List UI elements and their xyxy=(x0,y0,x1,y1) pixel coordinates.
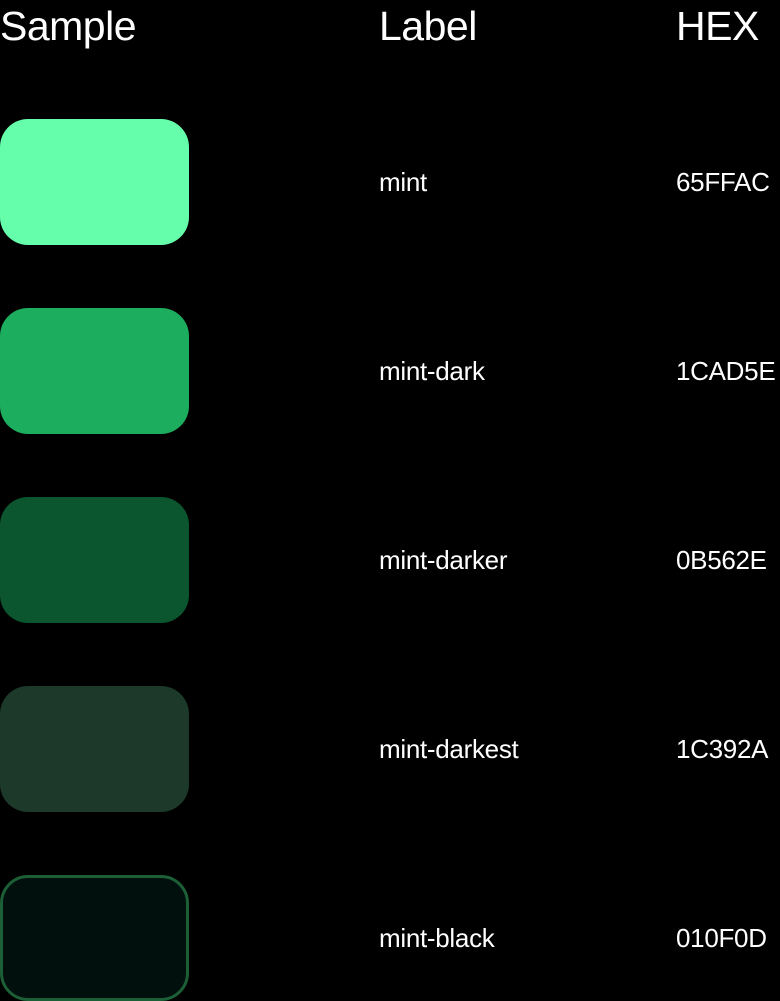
color-hex: 010F0D xyxy=(676,923,767,953)
table-header: Sample Label HEX xyxy=(0,0,780,60)
color-swatch xyxy=(0,875,189,1001)
color-swatch xyxy=(0,119,189,245)
table-row: mint-darkest 1C392A xyxy=(0,686,780,812)
color-hex: 1C392A xyxy=(676,734,769,764)
color-swatch xyxy=(0,686,189,812)
color-hex: 1CAD5E xyxy=(676,356,776,386)
table-row: mint-black 010F0D xyxy=(0,875,780,1001)
color-swatch xyxy=(0,497,189,623)
color-hex: 65FFAC xyxy=(676,167,770,197)
color-label: mint-dark xyxy=(379,356,485,386)
color-label: mint-darkest xyxy=(379,734,519,764)
table-row: mint-darker 0B562E xyxy=(0,497,780,623)
color-label: mint-black xyxy=(379,923,495,953)
sample-column-header: Sample xyxy=(0,3,137,49)
table-row: mint-dark 1CAD5E xyxy=(0,308,780,434)
color-label: mint-darker xyxy=(379,545,508,575)
color-swatch xyxy=(0,308,189,434)
color-label: mint xyxy=(379,167,427,197)
label-column-header: Label xyxy=(379,3,477,49)
table-row: mint 65FFAC xyxy=(0,119,780,245)
color-hex: 0B562E xyxy=(676,545,767,575)
hex-column-header: HEX xyxy=(676,3,759,49)
